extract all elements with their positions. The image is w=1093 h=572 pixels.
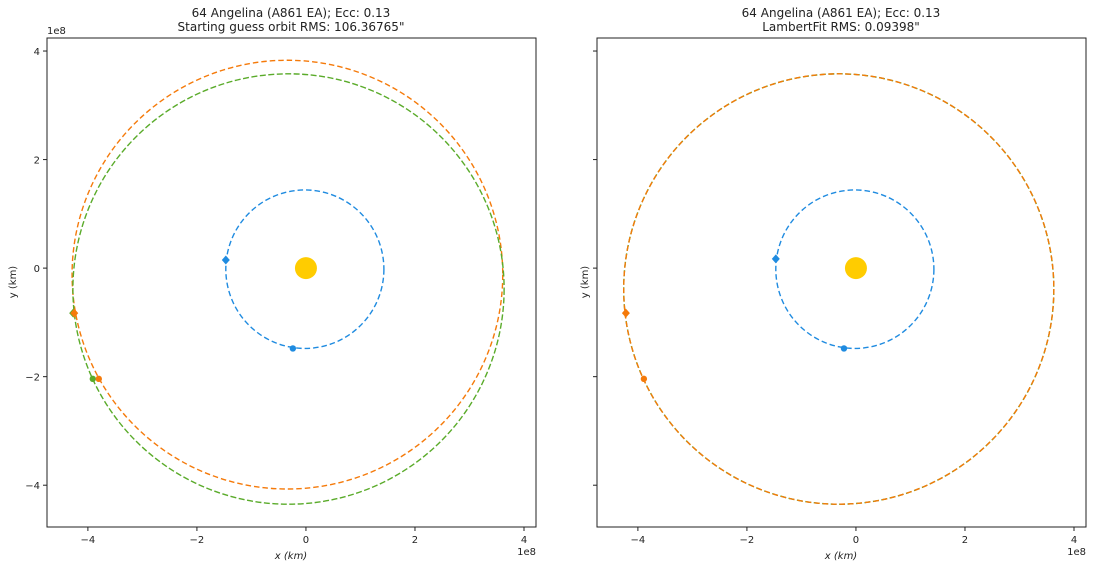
orbit-earth <box>225 189 385 350</box>
orbit-guess <box>71 59 504 490</box>
x-tick-label: −4 <box>81 535 96 546</box>
x-tick-label: −2 <box>190 535 205 546</box>
y-tick-label: 4 <box>34 47 40 58</box>
marker-guess-end <box>95 375 102 383</box>
x-axis-label: x (km) <box>824 551 857 562</box>
marker-earth-start <box>771 254 780 264</box>
x-tick-label: 0 <box>853 535 859 546</box>
x-tick-label: 0 <box>303 535 309 546</box>
x-offset-label: 1e8 <box>1067 547 1086 558</box>
y-tick-label: 2 <box>34 156 40 167</box>
plot-frame <box>46 37 537 528</box>
marker-earth-end <box>840 345 848 352</box>
x-tick-label: 2 <box>412 535 418 546</box>
sun-marker <box>294 257 317 280</box>
plot-title-line2: Starting guess orbit RMS: 106.36765" <box>178 20 405 34</box>
x-tick-label: −2 <box>740 535 755 546</box>
orbit-asteroid <box>623 73 1055 505</box>
sun-marker <box>844 257 867 280</box>
orbit-fit <box>623 73 1055 505</box>
plot-title-line1: 64 Angelina (A861 EA); Ecc: 0.13 <box>742 6 941 20</box>
x-tick-label: 4 <box>521 535 527 546</box>
y-tick-label: −2 <box>25 373 40 384</box>
y-tick-label: −4 <box>25 481 40 492</box>
x-axis-label: x (km) <box>274 551 307 562</box>
marker-earth-start <box>221 255 230 265</box>
orbit-asteroid <box>72 73 505 505</box>
marker-fit-start <box>621 308 630 318</box>
x-tick-label: 2 <box>962 535 968 546</box>
y-axis-label: y (km) <box>8 266 19 299</box>
right-plot: 64 Angelina (A861 EA); Ecc: 0.13 Lambert… <box>580 6 1087 562</box>
marker-guess-start <box>70 308 79 318</box>
x-offset-label: 1e8 <box>517 547 536 558</box>
plot-frame <box>596 37 1087 528</box>
y-axis-label: y (km) <box>580 266 591 299</box>
plot-title-line2: LambertFit RMS: 0.09398" <box>762 20 920 34</box>
marker-asteroid-end <box>89 375 96 383</box>
y-offset-label: 1e8 <box>47 26 66 37</box>
marker-earth-end <box>289 345 297 352</box>
orbit-earth <box>775 189 935 350</box>
x-tick-label: 4 <box>1071 535 1077 546</box>
marker-fit-end <box>640 375 648 383</box>
plot-title-line1: 64 Angelina (A861 EA); Ecc: 0.13 <box>192 6 391 20</box>
x-tick-label: −4 <box>631 535 646 546</box>
left-plot: 64 Angelina (A861 EA); Ecc: 0.13 Startin… <box>8 6 537 562</box>
y-tick-label: 0 <box>34 264 40 275</box>
